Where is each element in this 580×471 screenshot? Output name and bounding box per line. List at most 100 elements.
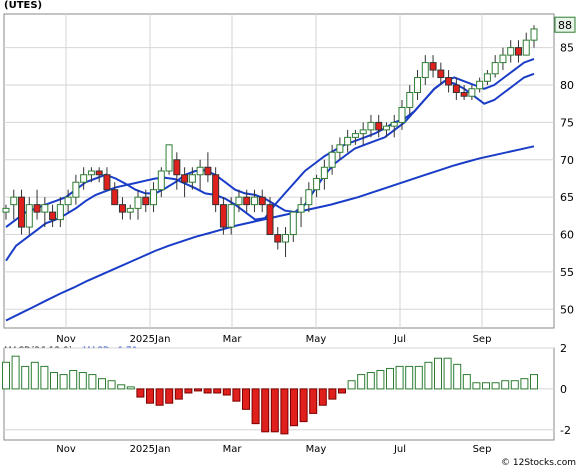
macd-bar bbox=[98, 378, 106, 390]
macd-bar bbox=[126, 386, 135, 390]
candle-body bbox=[406, 92, 414, 108]
candle-body bbox=[25, 204, 33, 228]
macd-bar bbox=[117, 384, 126, 390]
candle-body bbox=[188, 174, 196, 183]
candle-body bbox=[421, 62, 429, 79]
macd-bar bbox=[69, 369, 78, 390]
candle-body bbox=[103, 174, 111, 191]
candle-body bbox=[212, 174, 220, 206]
macd-bar bbox=[107, 380, 116, 390]
macd-y-tick-label: 0 bbox=[560, 383, 567, 396]
last-price-box bbox=[554, 16, 576, 33]
macd-bar bbox=[405, 365, 414, 390]
candle-body bbox=[452, 84, 460, 94]
candle-body bbox=[297, 204, 305, 213]
macd-bar bbox=[213, 388, 222, 394]
candle-body bbox=[274, 234, 282, 243]
candle-body bbox=[499, 54, 507, 64]
macd-bar bbox=[328, 388, 337, 400]
macd-bar bbox=[78, 372, 87, 390]
candle-body bbox=[72, 181, 80, 198]
macd-bar bbox=[386, 367, 394, 390]
y-tick-label: 65 bbox=[560, 191, 574, 204]
y-tick-label: 60 bbox=[560, 229, 574, 242]
macd-bar bbox=[347, 380, 356, 390]
macd-bar bbox=[482, 382, 490, 390]
candle-body bbox=[367, 121, 375, 131]
candle-body bbox=[266, 204, 274, 236]
macd-bar bbox=[520, 378, 529, 390]
macd-bar bbox=[11, 355, 20, 390]
y-tick-label: 50 bbox=[560, 303, 574, 316]
macd-x-tick-label: Sep bbox=[473, 444, 492, 455]
macd-bar bbox=[376, 369, 385, 390]
candle-body bbox=[80, 174, 88, 183]
macd-bar bbox=[261, 388, 270, 433]
candle-body bbox=[196, 166, 204, 176]
macd-bar bbox=[232, 388, 241, 402]
candle-body bbox=[320, 166, 328, 179]
candle-body bbox=[445, 77, 453, 86]
x-tick-label: Mar bbox=[223, 334, 243, 345]
candle-body bbox=[56, 204, 64, 221]
candle-body bbox=[87, 170, 95, 176]
candle-body bbox=[382, 125, 390, 131]
candle-body bbox=[33, 204, 41, 213]
macd-bar bbox=[88, 374, 97, 390]
candle-body bbox=[181, 174, 189, 183]
macd-bar bbox=[251, 388, 260, 425]
x-tick-label: 2025Jan bbox=[130, 334, 171, 345]
y-tick-label: 80 bbox=[560, 79, 574, 92]
y-tick-label: 85 bbox=[560, 42, 574, 55]
candle-body bbox=[49, 211, 57, 221]
candle-body bbox=[491, 62, 499, 75]
x-tick-label: Jul bbox=[393, 334, 406, 345]
candle-body bbox=[142, 196, 150, 206]
macd-bar bbox=[530, 374, 538, 390]
macd-bar bbox=[318, 388, 327, 406]
candle-body bbox=[507, 47, 515, 56]
y-tick-label: 70 bbox=[560, 154, 574, 167]
candle-body bbox=[157, 170, 165, 191]
candle-body bbox=[173, 159, 181, 176]
macd-bar bbox=[366, 372, 375, 390]
macd-bar bbox=[299, 388, 308, 423]
macd-bar bbox=[501, 380, 510, 390]
candle-body bbox=[476, 80, 484, 90]
candle-body bbox=[398, 106, 406, 123]
macd-bar bbox=[30, 361, 39, 390]
macd-x-tick-label: 2025Jan bbox=[130, 444, 171, 455]
candle-body bbox=[530, 28, 538, 41]
last-price-label: 88 bbox=[558, 19, 572, 32]
candle-body bbox=[41, 204, 49, 213]
candle-body bbox=[258, 196, 266, 206]
macd-bar bbox=[59, 374, 68, 390]
macd-bar bbox=[203, 388, 212, 394]
candle-body bbox=[289, 211, 297, 236]
candle-body bbox=[95, 170, 103, 176]
candle-body bbox=[351, 133, 359, 138]
macd-bar bbox=[395, 365, 404, 390]
macd-bar bbox=[184, 388, 193, 394]
candle-body bbox=[18, 196, 26, 228]
candle-body bbox=[522, 39, 530, 56]
y-tick-label: 55 bbox=[560, 266, 574, 279]
candle-body bbox=[235, 196, 243, 206]
candle-body bbox=[328, 151, 336, 168]
candle-body bbox=[10, 196, 18, 206]
candle-body bbox=[126, 207, 134, 213]
candle-body bbox=[313, 177, 321, 191]
candle-body bbox=[390, 121, 398, 127]
macd-y-tick-label: 2 bbox=[560, 342, 567, 355]
macd-bar bbox=[472, 382, 481, 390]
macd-bar bbox=[194, 388, 202, 392]
candle-body bbox=[344, 136, 352, 146]
candle-body bbox=[2, 207, 10, 213]
macd-bar bbox=[290, 388, 298, 427]
macd-bar bbox=[414, 365, 423, 390]
macd-bar bbox=[510, 380, 519, 390]
candle-body bbox=[282, 234, 290, 243]
macd-frame bbox=[3, 347, 555, 441]
